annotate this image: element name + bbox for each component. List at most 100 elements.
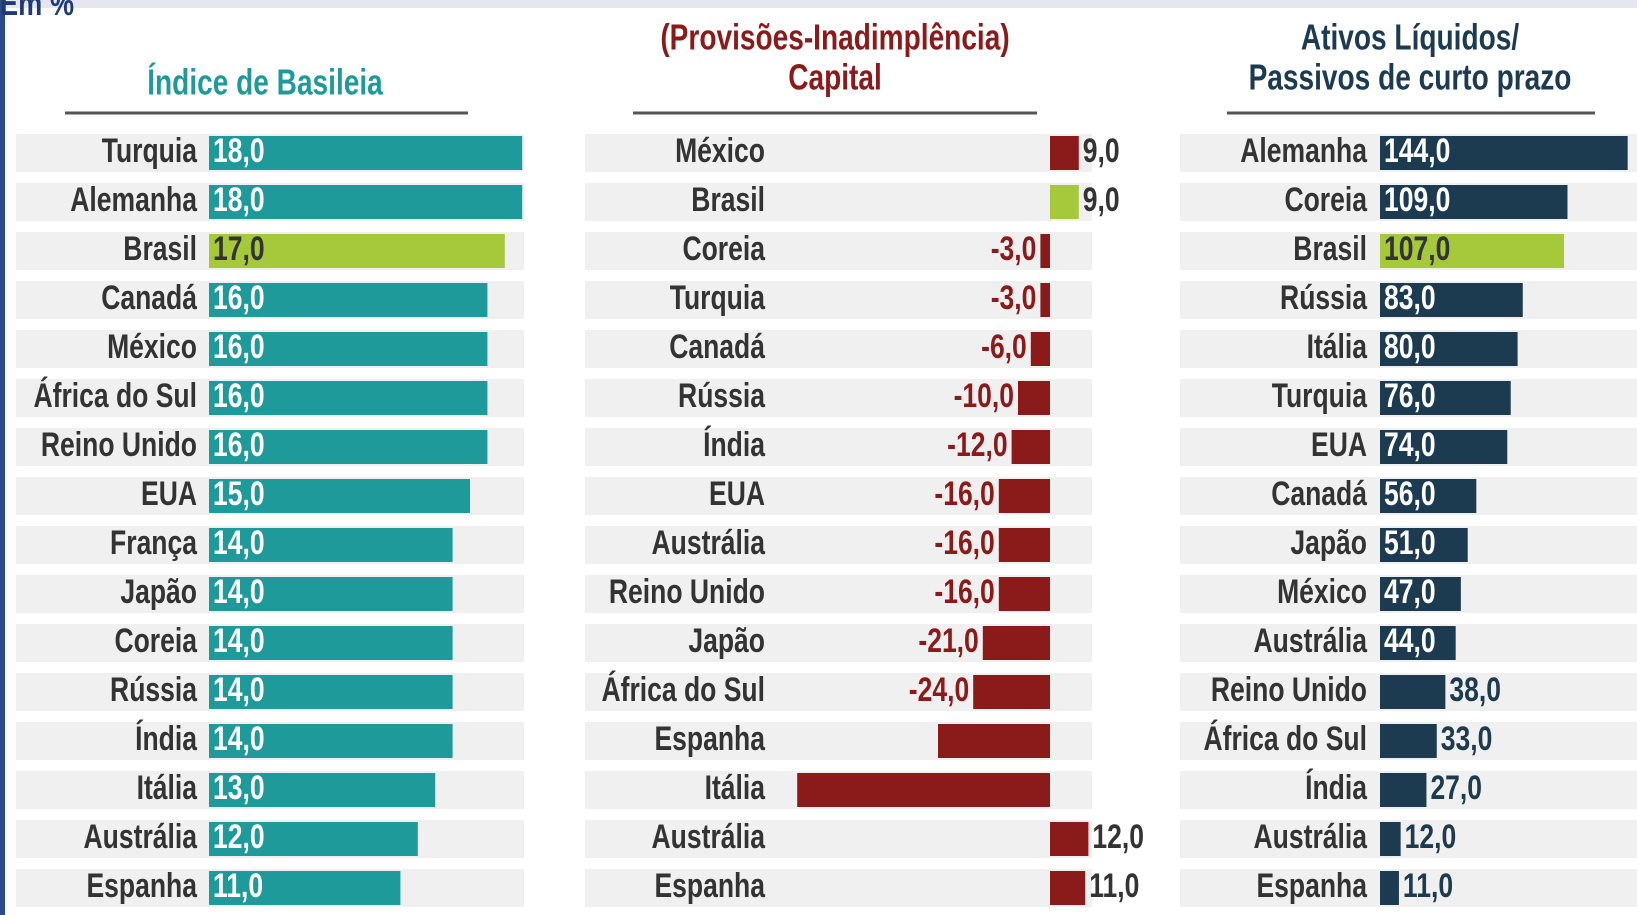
category-label: Itália — [705, 769, 766, 807]
category-label: Reino Unido — [1211, 671, 1367, 709]
value-label: 18,0 — [213, 181, 265, 219]
value-label: 12,0 — [1405, 818, 1457, 856]
category-label: Japão — [120, 573, 197, 611]
top-strip — [0, 0, 1637, 8]
bar — [797, 773, 1050, 807]
bar — [1380, 430, 1508, 464]
category-label: Itália — [1307, 328, 1368, 366]
bar — [973, 675, 1050, 709]
value-label: 56,0 — [1384, 475, 1436, 513]
value-label: 17,0 — [213, 230, 265, 268]
chart-title: Índice de Basileia — [147, 62, 383, 102]
bar — [1380, 773, 1427, 807]
value-label: -12,0 — [947, 426, 1007, 464]
bar — [1380, 577, 1461, 611]
value-label: -16,0 — [934, 573, 994, 611]
category-label: África do Sul — [33, 376, 197, 415]
bar — [209, 822, 418, 856]
row-band — [1180, 820, 1637, 858]
category-label: Brasil — [1293, 230, 1367, 268]
bar — [998, 528, 1050, 562]
category-label: Austrália — [652, 524, 766, 562]
chart-title: Capital — [788, 57, 882, 97]
bar — [209, 430, 488, 464]
value-label: 13,0 — [213, 769, 265, 807]
value-label: 11,0 — [1403, 867, 1453, 905]
bar — [1050, 185, 1079, 219]
value-label: -16,0 — [934, 524, 994, 562]
category-label: Austrália — [1254, 622, 1368, 660]
bar — [209, 871, 401, 905]
bar — [209, 136, 523, 170]
category-label: Austrália — [652, 818, 766, 856]
category-label: Alemanha — [70, 181, 198, 219]
bar — [1380, 724, 1437, 758]
value-label: -6,0 — [981, 328, 1027, 366]
value-label: 16,0 — [213, 426, 265, 464]
bar — [1030, 332, 1050, 366]
category-label: França — [110, 524, 198, 562]
value-label: -21,0 — [918, 622, 978, 660]
value-label: -24,0 — [909, 671, 969, 709]
category-label: Canadá — [669, 328, 766, 366]
bar — [209, 381, 488, 415]
value-label: 12,0 — [213, 818, 265, 856]
bar — [1018, 381, 1050, 415]
bar — [209, 626, 453, 660]
bar — [1380, 136, 1628, 170]
bar — [1040, 234, 1050, 268]
left-strip — [0, 0, 5, 915]
bar — [982, 626, 1050, 660]
category-label: Alemanha — [1240, 132, 1368, 170]
bar — [1380, 626, 1456, 660]
bar — [1380, 332, 1518, 366]
bar — [1380, 283, 1523, 317]
bar — [1011, 430, 1050, 464]
category-label: Índia — [135, 719, 198, 758]
category-label: Espanha — [654, 867, 765, 905]
value-label: 11,0 — [1089, 867, 1139, 905]
row-band — [585, 134, 1092, 172]
row-band — [585, 869, 1092, 907]
value-label: -3,0 — [991, 279, 1037, 317]
category-label: EUA — [141, 475, 197, 513]
bar — [1380, 381, 1511, 415]
chart-title: Ativos Líquidos/ — [1301, 17, 1519, 57]
category-label: Rússia — [1280, 279, 1368, 317]
bar — [1380, 185, 1568, 219]
category-label: África do Sul — [601, 670, 765, 709]
value-label: -3,0 — [991, 230, 1037, 268]
value-label: 16,0 — [213, 328, 265, 366]
value-label: 47,0 — [1384, 573, 1436, 611]
value-label: 76,0 — [1384, 377, 1436, 415]
value-label: -16,0 — [934, 475, 994, 513]
category-label: México — [107, 328, 197, 366]
row-band — [585, 330, 1092, 368]
value-label: 83,0 — [1384, 279, 1436, 317]
value-label: 44,0 — [1384, 622, 1436, 660]
unit-note: Em % — [0, 0, 74, 23]
category-label: Índia — [703, 425, 766, 464]
category-label: Turquia — [102, 132, 198, 170]
category-label: Brasil — [123, 230, 197, 268]
value-label: 14,0 — [213, 573, 265, 611]
value-label: 18,0 — [213, 132, 265, 170]
category-label: Reino Unido — [609, 573, 765, 611]
bar — [1380, 479, 1477, 513]
value-label: 33,0 — [1441, 720, 1493, 758]
value-label: 107,0 — [1384, 230, 1450, 268]
category-label: Japão — [688, 622, 765, 660]
bar — [1380, 234, 1565, 268]
bar — [1040, 283, 1050, 317]
bar — [1050, 871, 1086, 905]
value-label: 14,0 — [213, 524, 265, 562]
bar — [1380, 675, 1446, 709]
bar — [209, 675, 453, 709]
category-label: Turquia — [1272, 377, 1368, 415]
bar — [209, 234, 505, 268]
category-label: Canadá — [1271, 475, 1368, 513]
category-label: EUA — [709, 475, 765, 513]
value-label: -10,0 — [954, 377, 1014, 415]
bar — [209, 724, 453, 758]
